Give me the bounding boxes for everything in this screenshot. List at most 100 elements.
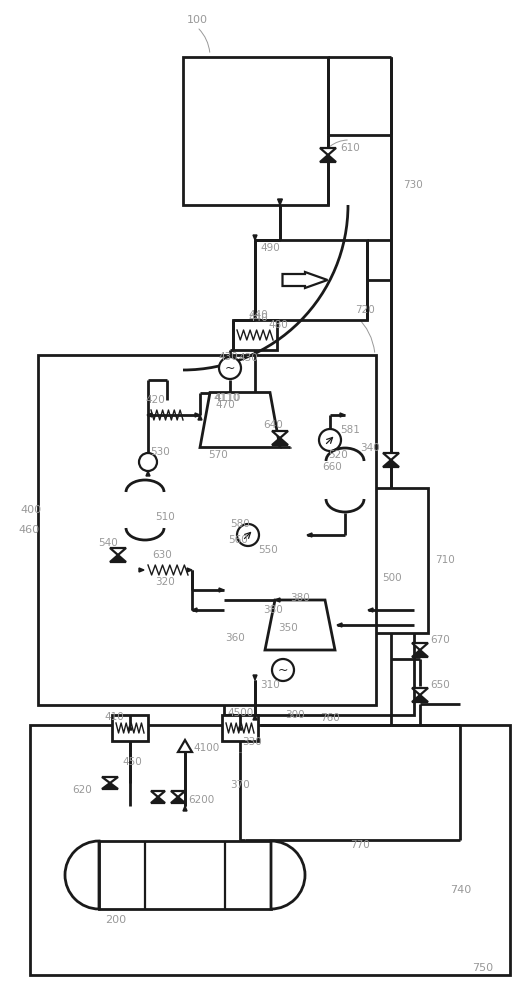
Text: 620: 620 bbox=[72, 785, 92, 795]
Text: 580: 580 bbox=[230, 519, 250, 529]
Polygon shape bbox=[307, 533, 312, 537]
Bar bbox=[255, 240, 367, 320]
Text: ~: ~ bbox=[278, 664, 288, 676]
Polygon shape bbox=[198, 415, 202, 420]
Bar bbox=[222, 715, 258, 741]
Polygon shape bbox=[320, 155, 336, 162]
Polygon shape bbox=[278, 199, 282, 205]
Polygon shape bbox=[412, 650, 428, 657]
Text: 410: 410 bbox=[104, 712, 124, 722]
Polygon shape bbox=[128, 725, 132, 730]
Text: 740: 740 bbox=[450, 885, 471, 895]
Polygon shape bbox=[171, 797, 185, 803]
Bar bbox=[224, 570, 414, 715]
Polygon shape bbox=[200, 392, 280, 448]
Polygon shape bbox=[340, 413, 345, 417]
Circle shape bbox=[237, 524, 259, 546]
Text: 320: 320 bbox=[155, 577, 174, 587]
Polygon shape bbox=[147, 413, 152, 417]
Text: 100: 100 bbox=[187, 15, 207, 25]
Text: 581: 581 bbox=[340, 425, 360, 435]
Circle shape bbox=[219, 357, 241, 379]
Text: 6200: 6200 bbox=[188, 795, 214, 805]
Text: 520: 520 bbox=[328, 450, 348, 460]
Text: 350: 350 bbox=[278, 623, 298, 633]
Wedge shape bbox=[65, 841, 99, 909]
Text: 760: 760 bbox=[320, 713, 340, 723]
Polygon shape bbox=[187, 568, 192, 572]
Polygon shape bbox=[253, 715, 257, 720]
Polygon shape bbox=[368, 608, 373, 612]
Text: ~: ~ bbox=[225, 361, 235, 374]
Text: 540: 540 bbox=[98, 538, 118, 548]
Text: 450: 450 bbox=[122, 757, 142, 767]
Circle shape bbox=[139, 453, 157, 471]
Bar bbox=[233, 320, 277, 350]
Text: 380: 380 bbox=[290, 593, 310, 603]
Text: 330: 330 bbox=[242, 737, 262, 747]
Text: 710: 710 bbox=[435, 555, 455, 565]
Polygon shape bbox=[383, 453, 399, 460]
Circle shape bbox=[272, 659, 294, 681]
Circle shape bbox=[319, 429, 341, 451]
Text: 360: 360 bbox=[225, 633, 245, 643]
Text: 4100: 4100 bbox=[193, 743, 219, 753]
Text: 200: 200 bbox=[105, 915, 126, 925]
Polygon shape bbox=[178, 740, 192, 752]
Text: 770: 770 bbox=[350, 840, 370, 850]
Polygon shape bbox=[183, 806, 187, 811]
Polygon shape bbox=[282, 272, 328, 288]
Text: 640: 640 bbox=[263, 420, 282, 430]
Polygon shape bbox=[151, 791, 165, 797]
Polygon shape bbox=[195, 413, 200, 417]
Polygon shape bbox=[320, 148, 336, 155]
Text: 650: 650 bbox=[430, 680, 450, 690]
Polygon shape bbox=[151, 797, 165, 803]
Polygon shape bbox=[412, 688, 428, 695]
Text: 4110: 4110 bbox=[214, 393, 240, 403]
Polygon shape bbox=[265, 600, 335, 650]
Bar bbox=[126, 492, 164, 528]
Polygon shape bbox=[383, 460, 399, 467]
Polygon shape bbox=[272, 431, 288, 438]
Text: 430: 430 bbox=[218, 352, 238, 362]
Bar bbox=[112, 715, 148, 741]
Text: 4500: 4500 bbox=[227, 708, 253, 718]
Text: 720: 720 bbox=[355, 305, 375, 315]
Text: 4110: 4110 bbox=[213, 393, 239, 403]
Polygon shape bbox=[275, 598, 280, 602]
Polygon shape bbox=[219, 588, 224, 592]
Text: 430: 430 bbox=[238, 353, 257, 363]
Polygon shape bbox=[412, 643, 428, 650]
Polygon shape bbox=[253, 235, 257, 240]
Polygon shape bbox=[110, 548, 126, 555]
Text: 510: 510 bbox=[155, 512, 174, 522]
Polygon shape bbox=[102, 777, 118, 783]
Text: 570: 570 bbox=[208, 450, 228, 460]
Bar bbox=[144, 553, 192, 587]
Text: 470: 470 bbox=[215, 400, 235, 410]
Bar bbox=[183, 57, 328, 205]
Text: 340: 340 bbox=[360, 443, 380, 453]
Polygon shape bbox=[192, 608, 197, 612]
Polygon shape bbox=[337, 623, 342, 627]
Text: 670: 670 bbox=[430, 635, 450, 645]
Text: 630: 630 bbox=[152, 550, 172, 560]
Text: 440: 440 bbox=[248, 310, 268, 320]
Text: 550: 550 bbox=[258, 545, 278, 555]
Text: 440: 440 bbox=[248, 313, 268, 323]
Text: 480: 480 bbox=[268, 320, 288, 330]
Text: 300: 300 bbox=[285, 710, 305, 720]
Text: 310: 310 bbox=[260, 680, 280, 690]
Bar bbox=[147, 400, 187, 430]
Text: 530: 530 bbox=[150, 447, 170, 457]
Bar bbox=[99, 841, 271, 909]
Text: 420: 420 bbox=[145, 395, 165, 405]
Text: 500: 500 bbox=[382, 573, 402, 583]
Bar bbox=[368, 488, 428, 633]
Polygon shape bbox=[412, 695, 428, 702]
Bar bbox=[326, 461, 364, 500]
Text: 370: 370 bbox=[230, 780, 250, 790]
Polygon shape bbox=[253, 675, 257, 680]
Polygon shape bbox=[238, 725, 242, 730]
